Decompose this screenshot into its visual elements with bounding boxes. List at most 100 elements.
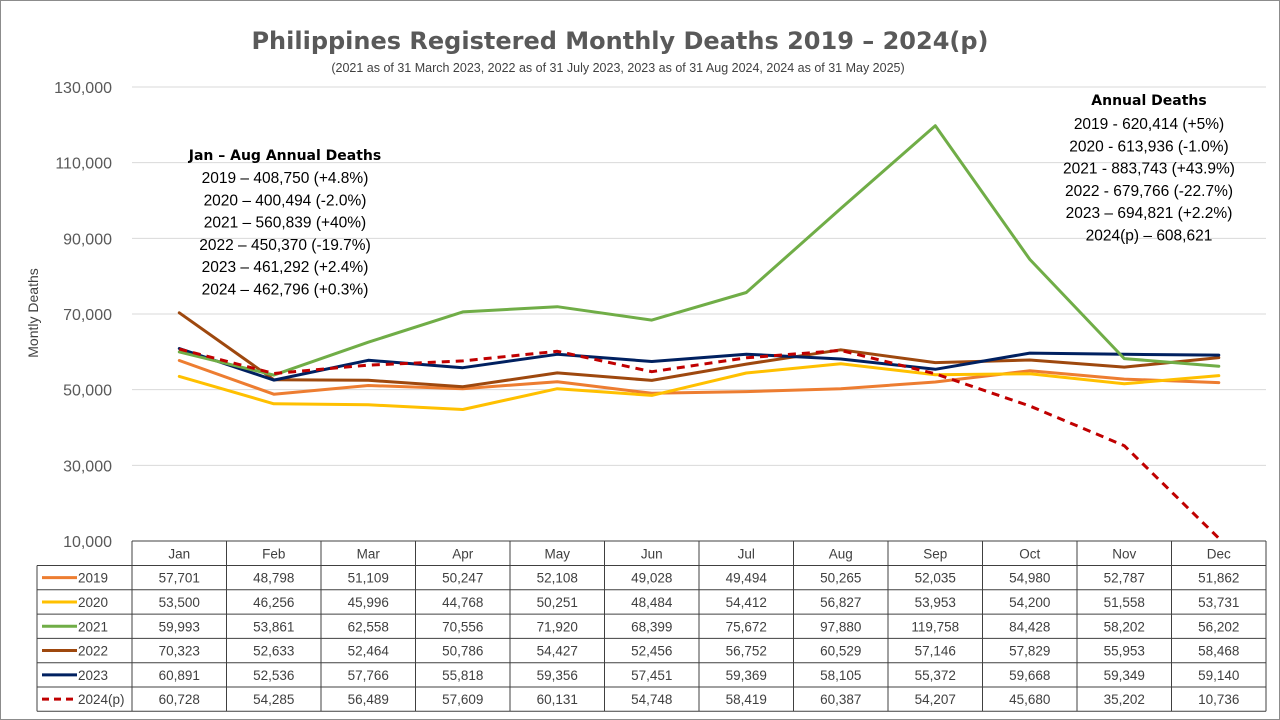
x-tick-label: May xyxy=(544,547,570,562)
table-cell: 55,372 xyxy=(915,668,956,683)
table-cell: 56,827 xyxy=(820,595,861,610)
series-line-2022 xyxy=(177,311,1221,389)
table-cell: 60,891 xyxy=(159,668,200,683)
table-cell: 50,247 xyxy=(442,571,483,586)
table-cell: 44,768 xyxy=(442,595,483,610)
y-tick-label: 110,000 xyxy=(55,156,112,173)
table-cell: 55,953 xyxy=(1104,644,1145,659)
table-cell: 51,558 xyxy=(1104,595,1145,610)
chart-title: Philippines Registered Monthly Deaths 20… xyxy=(251,27,988,55)
annual-deaths-line: 2021 - 883,743 (+43.9%) xyxy=(1063,161,1235,178)
jan-aug-annotation: Jan – Aug Annual Deaths 2019 – 408,750 (… xyxy=(188,148,381,299)
table-cell: 51,862 xyxy=(1198,571,1239,586)
table-row: 2024(p) 60,728 54,285 56,489 57,609 60,131 54,… xyxy=(42,692,1239,707)
table-cell: 53,861 xyxy=(253,619,294,634)
series-line-2019 xyxy=(177,359,1221,396)
table-cell: 68,399 xyxy=(631,619,672,634)
table-cell: 46,256 xyxy=(253,595,294,610)
table-cell: 57,766 xyxy=(348,668,389,683)
table-cell: 56,489 xyxy=(348,692,389,707)
table-cell: 70,556 xyxy=(442,619,483,634)
x-tick-label: Jan xyxy=(168,547,190,562)
table-cell: 60,131 xyxy=(537,692,578,707)
jan-aug-line: 2019 – 408,750 (+4.8%) xyxy=(202,170,369,187)
table-cell: 55,818 xyxy=(442,668,483,683)
jan-aug-line: 2021 – 560,839 (+40%) xyxy=(204,215,366,232)
table-cell: 54,980 xyxy=(1009,571,1050,586)
table-cell: 50,786 xyxy=(442,644,483,659)
table-cell: 58,202 xyxy=(1104,619,1145,634)
legend-label: 2022 xyxy=(78,644,108,659)
table-cell: 59,356 xyxy=(537,668,578,683)
x-tick-label: Mar xyxy=(357,547,381,562)
jan-aug-line: 2020 – 400,494 (-2.0%) xyxy=(204,192,367,209)
chart-subtitle: (2021 as of 31 March 2023, 2022 as of 31… xyxy=(331,61,904,75)
series-line-2023 xyxy=(177,347,1221,382)
legend-label: 2024(p) xyxy=(78,692,125,707)
table-row: 2020 53,500 46,256 45,996 44,768 50,251 48,484… xyxy=(42,595,1239,610)
table-cell: 52,464 xyxy=(348,644,390,659)
table-cell: 54,207 xyxy=(915,692,956,707)
table-cell: 54,200 xyxy=(1009,595,1050,610)
table-cell: 52,536 xyxy=(253,668,294,683)
table-cell: 56,752 xyxy=(726,644,767,659)
x-tick-label: Sep xyxy=(923,547,947,562)
table-cell: 49,494 xyxy=(726,571,768,586)
x-tick-label: Apr xyxy=(452,547,474,562)
table-cell: 57,829 xyxy=(1009,644,1050,659)
x-tick-label: Jul xyxy=(738,547,755,562)
table-cell: 59,369 xyxy=(726,668,767,683)
annual-deaths-annotation: Annual Deaths 2019 - 620,414 (+5%) 2020 -… xyxy=(1063,93,1235,245)
table-cell: 45,996 xyxy=(348,595,389,610)
table-cell: 52,456 xyxy=(631,644,672,659)
table-cell: 60,529 xyxy=(820,644,861,659)
series-line-2020 xyxy=(177,362,1221,411)
jan-aug-line: 2024 – 462,796 (+0.3%) xyxy=(202,282,369,299)
table-cell: 75,672 xyxy=(726,619,767,634)
annual-deaths-heading: Annual Deaths xyxy=(1091,93,1206,109)
table-cell: 54,427 xyxy=(537,644,578,659)
y-tick-label: 50,000 xyxy=(63,383,112,400)
jan-aug-line: 2023 – 461,292 (+2.4%) xyxy=(202,259,369,276)
table-cell: 59,349 xyxy=(1104,668,1145,683)
table-cell: 35,202 xyxy=(1104,692,1145,707)
table-cell: 71,920 xyxy=(537,619,578,634)
table-cell: 59,140 xyxy=(1198,668,1239,683)
table-cell: 57,146 xyxy=(915,644,956,659)
y-tick-label: 130,000 xyxy=(54,80,112,97)
table-cell: 53,731 xyxy=(1198,595,1239,610)
table-cell: 52,633 xyxy=(253,644,294,659)
table-cell: 57,451 xyxy=(631,668,672,683)
annual-deaths-line: 2024(p) – 608,621 xyxy=(1086,228,1213,245)
table-cell: 50,265 xyxy=(820,571,861,586)
legend-label: 2023 xyxy=(78,668,108,683)
table-cell: 58,105 xyxy=(820,668,861,683)
legend-label: 2020 xyxy=(78,595,108,610)
table-cell: 119,758 xyxy=(911,619,959,634)
legend-label: 2021 xyxy=(78,619,108,634)
table-cell: 51,109 xyxy=(348,571,389,586)
table-cell: 59,993 xyxy=(159,619,200,634)
y-axis-ticks: 10,000 30,000 50,000 70,000 90,000 110,000 130… xyxy=(54,80,112,551)
y-tick-label: 10,000 xyxy=(63,534,112,551)
table-cell: 60,728 xyxy=(159,692,200,707)
table-cell: 52,108 xyxy=(537,571,578,586)
x-tick-label: Aug xyxy=(829,547,853,562)
table-cell: 54,748 xyxy=(631,692,672,707)
y-tick-label: 90,000 xyxy=(63,231,112,248)
table-row: 2023 60,891 52,536 57,766 55,818 59,356 57,451… xyxy=(42,668,1239,683)
table-cell: 62,558 xyxy=(348,619,389,634)
series-lines xyxy=(177,124,1221,540)
x-tick-label: Dec xyxy=(1207,547,1231,562)
table-cell: 70,323 xyxy=(159,644,200,659)
table-cell: 54,412 xyxy=(726,595,767,610)
table-cell: 58,468 xyxy=(1198,644,1239,659)
table-cell: 54,285 xyxy=(253,692,294,707)
table-cell: 97,880 xyxy=(820,619,861,634)
table-cell: 53,953 xyxy=(915,595,956,610)
series-line-2021 xyxy=(177,124,1221,377)
table-cell: 45,680 xyxy=(1009,692,1050,707)
table-cell: 60,387 xyxy=(820,692,861,707)
table-cell: 57,701 xyxy=(159,571,200,586)
table-cell: 56,202 xyxy=(1198,619,1239,634)
